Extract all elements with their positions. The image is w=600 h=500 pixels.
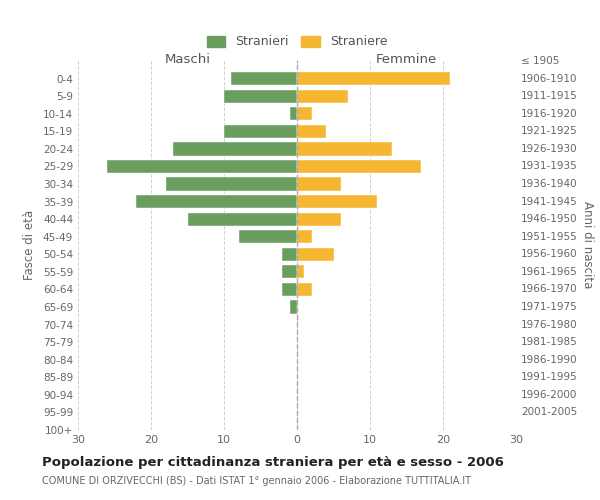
Text: COMUNE DI ORZIVECCHI (BS) - Dati ISTAT 1° gennaio 2006 - Elaborazione TUTTITALIA: COMUNE DI ORZIVECCHI (BS) - Dati ISTAT 1… <box>42 476 471 486</box>
Bar <box>297 212 341 226</box>
Bar <box>107 160 297 173</box>
Y-axis label: Anni di nascita: Anni di nascita <box>581 202 594 288</box>
Text: Femmine: Femmine <box>376 54 437 66</box>
Bar <box>297 160 421 173</box>
Bar <box>239 230 297 243</box>
Bar <box>297 107 311 120</box>
Bar <box>224 125 297 138</box>
Bar <box>297 230 311 243</box>
Bar <box>297 195 377 208</box>
Bar <box>297 72 450 86</box>
Bar <box>187 212 297 226</box>
Bar <box>297 90 348 103</box>
Bar <box>283 248 297 261</box>
Bar <box>232 72 297 86</box>
Bar <box>290 107 297 120</box>
Bar <box>297 142 392 156</box>
Legend: Stranieri, Straniere: Stranieri, Straniere <box>200 29 394 54</box>
Bar <box>297 125 326 138</box>
Bar <box>297 178 341 190</box>
Bar <box>283 266 297 278</box>
Bar <box>297 283 311 296</box>
Bar <box>173 142 297 156</box>
Bar <box>290 300 297 314</box>
Text: Popolazione per cittadinanza straniera per età e sesso - 2006: Popolazione per cittadinanza straniera p… <box>42 456 504 469</box>
Bar <box>166 178 297 190</box>
Text: Maschi: Maschi <box>164 54 211 66</box>
Bar <box>136 195 297 208</box>
Bar <box>224 90 297 103</box>
Bar <box>297 248 334 261</box>
Y-axis label: Fasce di età: Fasce di età <box>23 210 36 280</box>
Bar <box>283 283 297 296</box>
Bar <box>297 266 304 278</box>
